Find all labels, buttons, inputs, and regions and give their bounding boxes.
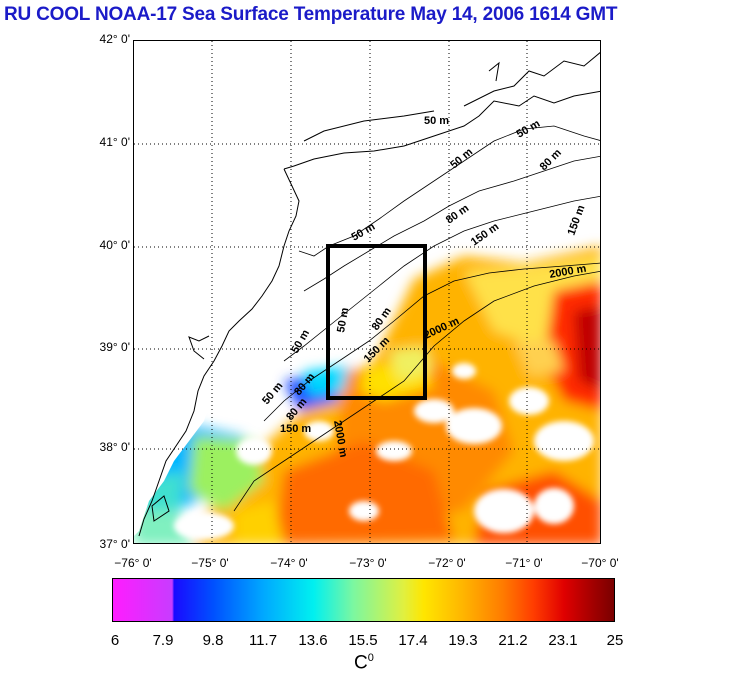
isobath-label: 50 m [515, 118, 543, 141]
lon-label-72: −72° 0' [428, 556, 466, 570]
isobath-lines [233, 125, 600, 512]
isobath-label: 150 m [566, 203, 588, 237]
isobath-label: 50 m [424, 115, 449, 127]
lat-label-42: 42° 0' [99, 32, 130, 46]
colorbar-tick: 15.5 [348, 632, 378, 649]
lon-label-70: −70° 0' [581, 556, 619, 570]
map-title: RU COOL NOAA-17 Sea Surface Temperature … [4, 4, 618, 25]
colorbar-unit: C0 [354, 652, 374, 674]
sst-map: 50 m 50 m 50 m 80 m 150 m 80 m 50 m 150 … [133, 40, 601, 544]
lat-label-37: 37° 0' [99, 537, 130, 551]
lon-label-74: −74° 0' [270, 556, 308, 570]
colorbar-tick: 7.9 [152, 632, 174, 649]
land-mass [134, 41, 600, 536]
colorbar-tick: 19.3 [448, 632, 478, 649]
colorbar-tick: 23.1 [548, 632, 578, 649]
colorbar-tick: 11.7 [248, 632, 278, 649]
lat-label-40: 40° 0' [99, 238, 130, 252]
isobath-label: 150 m [469, 221, 502, 249]
cloud-mask [174, 363, 594, 540]
lon-label-73: −73° 0' [349, 556, 387, 570]
isobath-label: 50 m [335, 307, 351, 334]
isobath-label: 80 m [444, 202, 472, 226]
sst-map-canvas: 50 m 50 m 50 m 80 m 150 m 80 m 50 m 150 … [134, 41, 600, 543]
colorbar-tick: 21.2 [498, 632, 528, 649]
colorbar-tick: 17.4 [398, 632, 428, 649]
isobath-label: 50 m [448, 146, 475, 171]
colorbar-tick: 13.6 [298, 632, 328, 649]
temperature-colorbar [112, 578, 615, 622]
colorbar-tick: 9.8 [202, 632, 224, 649]
lon-label-71: −71° 0' [505, 556, 543, 570]
isobath-label: 50 m [289, 328, 312, 356]
study-area-box [326, 244, 427, 400]
coastline [138, 52, 600, 537]
isobath-label: 150 m [280, 423, 311, 435]
colorbar-tick: 6 [110, 632, 120, 649]
isobath-label: 50 m [350, 221, 378, 244]
lat-label-39: 39° 0' [99, 340, 130, 354]
isobath-label: 80 m [538, 147, 564, 173]
lat-label-41: 41° 0' [99, 135, 130, 149]
lon-label-76: −76° 0' [114, 556, 152, 570]
colorbar-tick: 25 [606, 632, 624, 649]
lon-label-75: −75° 0' [191, 556, 229, 570]
lat-label-38: 38° 0' [99, 440, 130, 454]
